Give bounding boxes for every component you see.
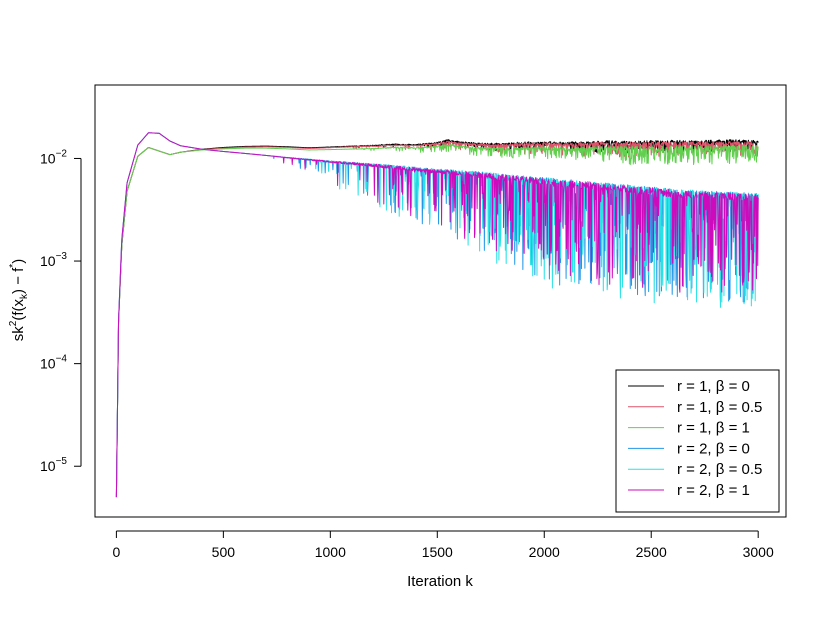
y-tick-exponent: −4	[56, 354, 68, 365]
series-layer	[115, 132, 759, 498]
y-axis-title-end: ) − f	[10, 267, 27, 294]
legend-label: r = 2, β = 0.5	[677, 461, 762, 478]
y-axis-title-sup: 2	[8, 320, 19, 326]
y-axis-title-mid: (f(x	[10, 298, 27, 320]
y-tick-base: 10	[40, 253, 56, 269]
legend: r = 1, β = 0 r = 1, β = 0.5 r = 1, β = 1 r …	[615, 369, 780, 513]
y-tick-label: 10−3	[40, 251, 67, 269]
y-tick-exponent: −2	[56, 148, 68, 159]
y-tick-label: 10−5	[40, 456, 67, 474]
legend-label: r = 1, β = 1	[677, 420, 750, 437]
legend-label: r = 1, β = 0	[677, 378, 750, 395]
x-axis-title: Iteration k	[407, 573, 473, 590]
legend-label: r = 1, β = 0.5	[677, 399, 762, 416]
x-tick-label: 1500	[422, 544, 453, 560]
legend-label: r = 2, β = 1	[677, 482, 750, 499]
x-tick-label: 1000	[315, 544, 346, 560]
x-tick-label: 3000	[743, 544, 774, 560]
y-tick-base: 10	[40, 356, 56, 372]
y-axis-title: sk2(f(xk) − f*)	[8, 259, 30, 341]
y-tick-label: 10−2	[40, 148, 67, 166]
series-line-1	[115, 139, 759, 498]
series-line-2	[115, 140, 759, 498]
y-axis-title-close: )	[10, 259, 27, 264]
x-tick-label: 500	[212, 544, 236, 560]
x-tick-label: 0	[112, 544, 120, 560]
x-tick-label: 2500	[636, 544, 667, 560]
y-axis-title-base: sk	[10, 326, 27, 342]
y-tick-label: 10−4	[40, 354, 67, 372]
series-line-6	[115, 132, 759, 498]
x-axis: 0 500 1000 1500 2000 2500 3000	[112, 530, 774, 560]
y-axis-title-star: *	[8, 264, 19, 268]
series-line-3	[115, 143, 759, 498]
x-tick-label: 2000	[529, 544, 560, 560]
y-axis-title-sub: k	[19, 293, 30, 299]
legend-box	[615, 369, 780, 513]
y-tick-base: 10	[40, 150, 56, 166]
y-tick-base: 10	[40, 458, 56, 474]
y-axis: 10−210−310−410−5	[40, 148, 82, 474]
plot-frame	[94, 84, 787, 518]
legend-label: r = 2, β = 0	[677, 440, 750, 457]
y-tick-exponent: −3	[56, 251, 68, 262]
y-tick-exponent: −5	[56, 456, 68, 467]
